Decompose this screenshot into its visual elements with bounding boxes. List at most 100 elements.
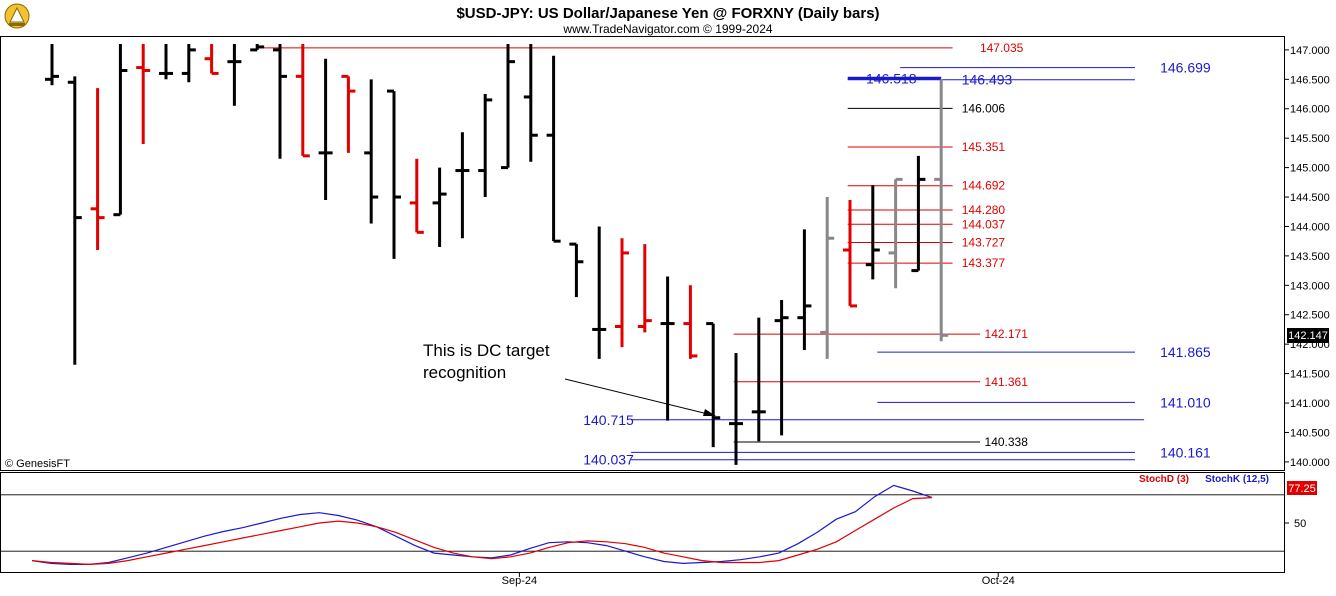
ohlc-bar <box>478 94 493 198</box>
price-tick-label: 146.500 <box>1290 74 1330 86</box>
level-label: 142.171 <box>985 327 1029 341</box>
level-label: 145.351 <box>962 140 1006 154</box>
annotation-arrow <box>564 378 713 416</box>
legend-stochk: StochK (12,5) <box>1205 474 1269 485</box>
ohlc-bar <box>774 300 789 436</box>
ohlc-bar <box>250 44 265 52</box>
price-tick-label: 144.000 <box>1290 221 1330 233</box>
target-levels <box>264 47 1145 461</box>
level-label: 141.010 <box>1160 394 1211 410</box>
ohlc-bar <box>706 322 721 448</box>
level-label: 143.727 <box>962 236 1006 250</box>
price-axis: 147.000 146.500 146.000 145.500 145.000 144.5… <box>1284 45 1330 469</box>
level-label: 143.377 <box>962 256 1006 270</box>
price-tick-label: 142.500 <box>1290 310 1330 322</box>
level-label: 146.518 <box>866 70 917 86</box>
target-level-labels: 147.035 146.699 146.518 146.493 146.006 145.3… <box>583 41 1211 468</box>
legend-stochd: StochD (3) <box>1139 474 1189 485</box>
ohlc-bar <box>318 58 333 200</box>
ohlc-bar <box>683 285 698 359</box>
ohlc-bar <box>136 44 151 145</box>
annotation-text-line2: recognition <box>423 363 506 382</box>
ohlc-bar <box>204 44 219 75</box>
level-label: 147.035 <box>980 41 1024 55</box>
ohlc-bar <box>273 44 287 159</box>
ohlc-bar <box>341 74 356 153</box>
ohlc-bar <box>637 244 652 333</box>
annotation-text-line1: This is DC target <box>423 341 550 360</box>
ohlc-bar <box>181 44 196 83</box>
level-label: 141.361 <box>985 375 1029 389</box>
ohlc-bar <box>751 317 766 442</box>
price-tick-label: 141.500 <box>1290 369 1330 381</box>
annotation: This is DC target recognition <box>423 341 716 416</box>
price-tick-label: 145.500 <box>1290 133 1330 145</box>
ohlc-bar <box>546 55 561 243</box>
price-tick-label: 143.500 <box>1290 251 1330 263</box>
level-label: 140.338 <box>985 435 1029 449</box>
ohlc-bar <box>45 44 59 86</box>
level-label: 141.865 <box>1160 344 1211 360</box>
ohlc-bar <box>820 197 835 359</box>
ohlc-bar <box>364 79 379 224</box>
ohlc-bar <box>729 352 743 465</box>
level-label: 140.715 <box>583 412 634 428</box>
ohlc-bar <box>90 88 105 250</box>
trade-navigator-logo-icon <box>4 3 30 29</box>
level-label: 146.006 <box>962 101 1006 115</box>
ohlc-bar <box>455 132 470 239</box>
ohlc-bar <box>660 276 675 421</box>
stochd-line <box>31 497 933 566</box>
stochastic-tick-label: 50 <box>1294 518 1306 530</box>
ohlc-bar <box>592 226 607 359</box>
stochastic-last-badge: 77.25 <box>1287 481 1317 495</box>
stochastic-last-label: 77.25 <box>1288 483 1316 495</box>
stochastic-axis: 50 <box>1284 518 1306 530</box>
level-label: 140.161 <box>1160 444 1211 460</box>
price-tick-label: 145.000 <box>1290 163 1330 175</box>
level-label: 144.280 <box>962 203 1006 217</box>
ohlc-bar <box>843 199 857 308</box>
annotation-arrow-head <box>703 409 716 416</box>
ohlc-bar <box>159 44 173 80</box>
ohlc-bar <box>523 44 538 162</box>
ohlc-bar <box>67 76 82 365</box>
ohlc-bar <box>615 238 629 348</box>
price-tick-label: 144.500 <box>1290 192 1330 204</box>
price-tick-label: 141.000 <box>1290 398 1330 410</box>
header: $USD-JPY: US Dollar/Japanese Yen @ FORXN… <box>4 3 880 36</box>
time-tick-label: Sep-24 <box>502 575 537 587</box>
price-tick-label: 143.000 <box>1290 280 1330 292</box>
ohlc-bar <box>911 155 926 273</box>
price-panel <box>0 36 1285 471</box>
chart-title: $USD-JPY: US Dollar/Japanese Yen @ FORXN… <box>456 5 879 22</box>
stochastic-legend: StochD (3) StochK (12,5) <box>1139 474 1269 485</box>
last-price-label: 142.147 <box>1288 330 1328 342</box>
level-label: 146.699 <box>1160 60 1211 76</box>
ohlc-bar <box>387 89 401 259</box>
stochastic-panel <box>0 472 1285 573</box>
ohlc-bar <box>409 158 424 234</box>
stochastic-lines <box>1 484 1284 566</box>
ohlc-bar <box>797 229 812 351</box>
ohlc-bar <box>865 185 880 280</box>
level-label: 144.037 <box>962 217 1006 231</box>
ohlc-bar <box>569 242 584 298</box>
ohlc-bar <box>227 44 242 106</box>
last-price-badge: 142.147 <box>1287 328 1329 343</box>
level-label: 144.692 <box>962 179 1006 193</box>
chart-subtitle: www.TradeNavigator.com © 1999-2024 <box>562 22 772 36</box>
price-tick-label: 140.000 <box>1290 457 1330 469</box>
ohlc-bar <box>432 167 447 248</box>
price-tick-label: 146.000 <box>1290 104 1330 116</box>
ohlc-bar <box>888 177 903 289</box>
credit-label: © GenesisFT <box>5 458 70 470</box>
price-bars <box>45 44 949 465</box>
time-tick-label: Oct-24 <box>982 575 1015 587</box>
level-label: 146.493 <box>962 72 1013 88</box>
ohlc-bar <box>501 44 515 170</box>
ohlc-bar <box>295 44 310 158</box>
price-tick-label: 147.000 <box>1290 45 1330 57</box>
